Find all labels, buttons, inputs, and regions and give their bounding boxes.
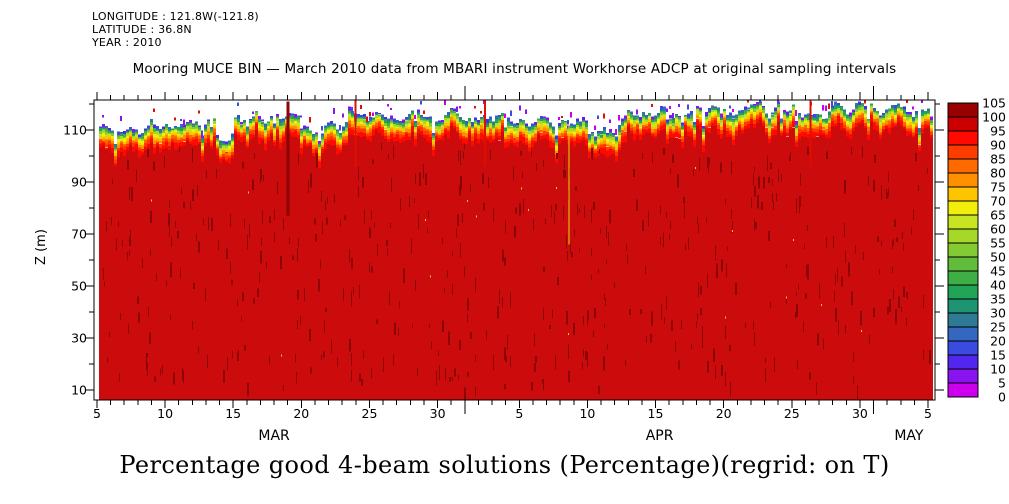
colorbar-label: 0 [998,390,1006,405]
colorbar-cell [947,382,979,398]
red-spike [809,100,812,167]
colorbar-label: 65 [990,208,1006,223]
dark-red-column [286,101,290,216]
colorbar-label: 60 [990,222,1006,237]
surface-fringe [99,100,933,168]
colorbar-cell [947,340,979,356]
month-labels: MAR APR MAY [258,428,924,444]
colorbar-cell [947,158,979,174]
red-spike [483,100,486,167]
x-tick-label: 15 [225,406,241,421]
colorbar-cell [947,116,979,132]
colorbar-label: 105 [982,96,1006,111]
colorbar-cell [947,200,979,216]
month-label: MAR [258,428,290,444]
colorbar-cell [947,326,979,342]
x-tick-label: 25 [362,406,378,421]
colorbar-cell [947,270,979,286]
anomaly-columns [286,100,812,245]
latitude-label: LATITUDE : 36.8N [92,23,192,36]
colorbar-label: 90 [990,138,1006,153]
colorbar-label: 15 [990,348,1006,363]
colorbar-cell [947,368,979,384]
x-tick-label: 25 [784,406,800,421]
colorbar-labels: 1051009590858075706560555045403530252015… [982,96,1006,405]
x-tick-label: 20 [293,406,309,421]
colorbar-cell [947,130,979,146]
plot-frame [93,99,936,401]
y-axis-title: Z (m) [34,229,49,265]
colorbar-label: 10 [990,362,1006,377]
colorbar-label: 35 [990,292,1006,307]
colorbar-label: 50 [990,250,1006,265]
colorbar-cell [947,144,979,160]
colorbar-cell [947,172,979,188]
colorbar-label: 25 [990,320,1006,335]
colorbar [947,102,979,398]
x-tick-label: 30 [430,406,446,421]
yellow-line [568,124,570,245]
plot-title: Mooring MUCE BIN — March 2010 data from … [132,61,897,77]
colorbar-label: 95 [990,124,1006,139]
colorbar-label: 70 [990,194,1006,209]
colorbar-label: 30 [990,306,1006,321]
high-value-dashes [103,143,931,400]
y-tick-label: 10 [71,383,87,398]
x-tick-label: 20 [716,406,732,421]
x-tick-label: 5 [924,406,932,421]
colorbar-cell [947,186,979,202]
colorbar-cell [947,102,979,118]
year-label: YEAR : 2010 [92,36,162,49]
x-axis-ticks [96,86,929,414]
longitude-label: LONGITUDE : 121.8W(-121.8) [92,10,259,23]
x-axis-labels: 5 10 15 20 25 30 5 10 15 20 25 30 5 [93,406,932,421]
month-label: MAY [894,428,924,444]
colorbar-cell [947,354,979,370]
y-tick-label: 70 [71,227,87,242]
y-axis-labels: 110 90 70 50 30 10 [63,123,87,398]
colorbar-cell [947,242,979,258]
y-tick-label: 30 [71,331,87,346]
x-tick-label: 15 [648,406,664,421]
heatmap-field [99,100,933,400]
colorbar-label: 45 [990,264,1006,279]
colorbar-label: 75 [990,180,1006,195]
y-tick-label: 50 [71,279,87,294]
y-axis-ticks [85,103,944,391]
colorbar-cell [947,256,979,272]
colorbar-label: 85 [990,152,1006,167]
x-tick-label: 10 [157,406,173,421]
x-tick-label: 5 [93,406,101,421]
y-tick-label: 110 [63,123,87,138]
x-tick-label: 5 [515,406,523,421]
colorbar-label: 80 [990,166,1006,181]
x-tick-label: 30 [852,406,868,421]
colorbar-cell [947,312,979,328]
month-label: APR [646,428,674,444]
y-tick-label: 90 [71,175,87,190]
colorbar-cell [947,284,979,300]
colorbar-cell [947,214,979,230]
colorbar-label: 40 [990,278,1006,293]
colorbar-label: 100 [982,110,1006,125]
colorbar-cell [947,298,979,314]
header-info: LONGITUDE : 121.8W(-121.8) LATITUDE : 36… [92,10,259,49]
colorbar-label: 55 [990,236,1006,251]
figure-caption: Percentage good 4-beam solutions (Percen… [119,451,890,479]
colorbar-label: 5 [998,376,1006,391]
colorbar-label: 20 [990,334,1006,349]
x-tick-label: 10 [579,406,595,421]
red-spike [354,100,357,167]
colorbar-cell [947,228,979,244]
